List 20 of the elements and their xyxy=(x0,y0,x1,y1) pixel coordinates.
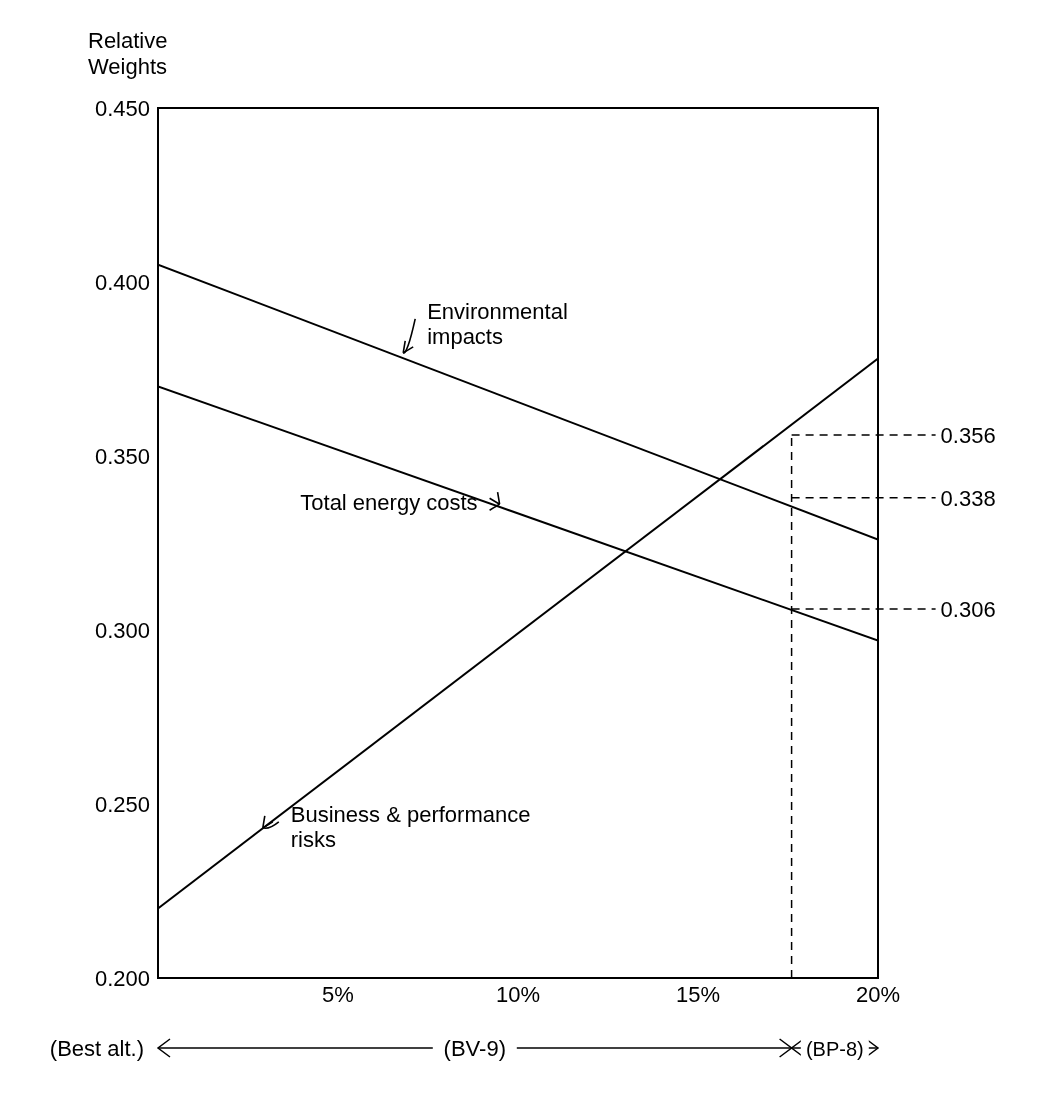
y-tick-label: 0.250 xyxy=(94,791,150,817)
annotation: Total energy costs xyxy=(300,490,478,516)
text: (BV-9) xyxy=(443,1036,506,1061)
y-axis-title: Relative Weights xyxy=(88,28,168,79)
annotation: Environmental impacts xyxy=(427,298,568,349)
text: (Best alt.) xyxy=(49,1036,144,1061)
ref-line-label: 0.356 xyxy=(940,422,996,448)
x-tick-label: 5% xyxy=(322,981,354,1007)
text: (BP-8) xyxy=(805,1038,864,1060)
y-tick-label: 0.200 xyxy=(94,965,150,991)
ref-line-label: 0.338 xyxy=(940,485,996,511)
y-tick-label: 0.400 xyxy=(94,269,150,295)
y-tick-label: 0.450 xyxy=(94,95,150,121)
x-tick-label: 20% xyxy=(855,981,901,1007)
y-tick-label: 0.300 xyxy=(94,617,150,643)
ref-line-label: 0.306 xyxy=(940,596,996,622)
annotation: Business & performance risks xyxy=(290,801,531,852)
x-tick-label: 10% xyxy=(495,981,541,1007)
x-tick-label: 15% xyxy=(675,981,721,1007)
y-tick-label: 0.350 xyxy=(94,443,150,469)
